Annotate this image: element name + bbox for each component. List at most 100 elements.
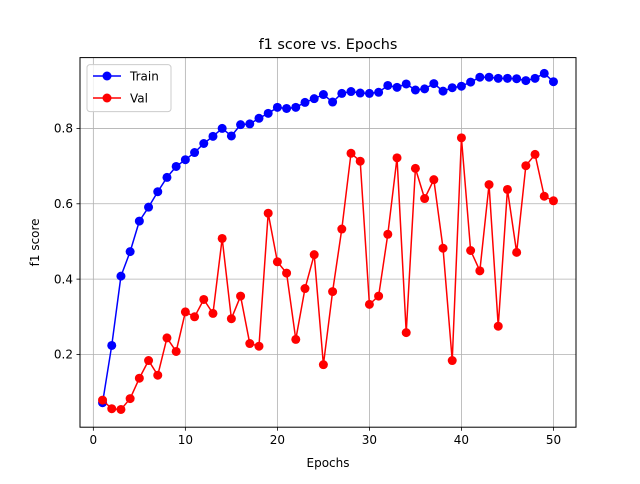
x-tick-label: 30: [362, 433, 377, 447]
x-tick-label: 0: [90, 433, 98, 447]
series-val-point: [291, 334, 301, 344]
series-train-point: [245, 119, 255, 129]
y-tick-label: 0.6: [54, 197, 73, 211]
series-val-point: [364, 299, 374, 309]
series-train-point: [125, 247, 135, 257]
series-train-point: [153, 187, 163, 197]
series-val-point: [420, 194, 430, 204]
series-val-point: [217, 233, 227, 243]
series-train-point: [410, 85, 420, 95]
series-val-point: [282, 268, 292, 278]
series-val-point: [107, 404, 117, 414]
series-train-point: [475, 72, 485, 82]
series-val-point: [429, 175, 439, 185]
series-val-point: [539, 191, 549, 201]
series-train-point: [263, 108, 273, 118]
x-tick-label: 50: [546, 433, 561, 447]
series-train-point: [300, 97, 310, 107]
series-val-point: [171, 346, 181, 356]
y-tick-label: 0.4: [54, 272, 73, 286]
series-train-point: [171, 161, 181, 171]
series-train-point: [282, 103, 292, 113]
series-train-point: [236, 120, 246, 130]
series-val-point: [493, 321, 503, 331]
series-train-point: [328, 97, 338, 107]
series-val-point: [456, 133, 466, 143]
series-train-point: [199, 139, 209, 148]
axis-ticks: 0 10 20 30 40 50 0.2 0.4 0.6 0.8: [54, 122, 561, 448]
series-val-point: [328, 287, 338, 297]
legend-train-marker: [102, 71, 112, 81]
grid: [80, 57, 576, 428]
series-train-point: [208, 131, 218, 141]
series-val: [98, 133, 558, 414]
series-val-point: [144, 356, 154, 366]
series-val-point: [521, 161, 531, 171]
series-val-point: [125, 394, 135, 404]
series-val-point: [236, 291, 246, 301]
series-layer: [98, 68, 558, 414]
series-train-point: [493, 73, 503, 83]
series-train-point: [539, 68, 549, 78]
series-val-point: [438, 243, 448, 253]
series-train-point: [346, 87, 356, 97]
series-val-point: [153, 370, 163, 380]
series-train-point: [217, 123, 227, 133]
series-val-point: [410, 163, 420, 173]
series-val-point: [337, 224, 347, 234]
series-val-point: [512, 247, 522, 257]
series-train-point: [190, 148, 200, 158]
series-train-point: [466, 77, 476, 87]
x-tick-label: 10: [178, 433, 193, 447]
series-train-point: [383, 80, 393, 90]
series-train-point: [309, 94, 319, 104]
series-val-point: [272, 257, 282, 267]
series-train-point: [180, 155, 190, 165]
series-val-point: [383, 229, 393, 239]
series-val-point: [502, 184, 512, 194]
series-train-point: [364, 88, 374, 98]
series-val-point: [98, 395, 108, 405]
series-train-point: [144, 202, 154, 212]
series-train-point: [291, 102, 301, 112]
series-train-point: [392, 82, 402, 92]
series-train-point: [254, 113, 264, 123]
series-train-point: [116, 271, 126, 281]
series-val-point: [254, 341, 264, 351]
series-val-point: [208, 308, 218, 318]
series-train-point: [337, 88, 347, 98]
series-train-point: [447, 83, 457, 93]
series-train-point: [521, 76, 531, 86]
series-train-point: [456, 81, 466, 91]
x-tick-label: 40: [454, 433, 469, 447]
plot-area-frame: [79, 57, 577, 428]
series-train-point: [484, 72, 494, 82]
series-val-point: [355, 156, 365, 166]
series-val-point: [401, 328, 411, 338]
series-val-point: [475, 266, 485, 276]
series-train-point: [226, 131, 236, 141]
series-val-point: [162, 333, 172, 343]
y-tick-label: 0.2: [54, 348, 73, 362]
series-val-point: [180, 307, 190, 317]
series-val-point: [263, 208, 273, 218]
series-val-point: [309, 250, 319, 260]
legend-val-marker: [102, 93, 112, 103]
series-train-point: [429, 79, 439, 89]
series-val-point: [190, 312, 200, 322]
series-train-point: [420, 84, 430, 94]
series-val-point: [392, 153, 402, 163]
legend: Train Val: [86, 64, 172, 113]
y-tick-label: 0.8: [54, 122, 73, 136]
series-val-point: [466, 246, 476, 255]
series-val-point: [300, 284, 310, 294]
series-val-point: [199, 294, 209, 304]
x-tick-label: 20: [270, 433, 285, 447]
series-val-point: [116, 404, 126, 414]
series-val-point: [447, 356, 457, 366]
series-train-point: [272, 102, 282, 112]
series-train: [98, 68, 558, 408]
series-train-point: [438, 86, 448, 96]
series-train-point: [162, 172, 172, 182]
